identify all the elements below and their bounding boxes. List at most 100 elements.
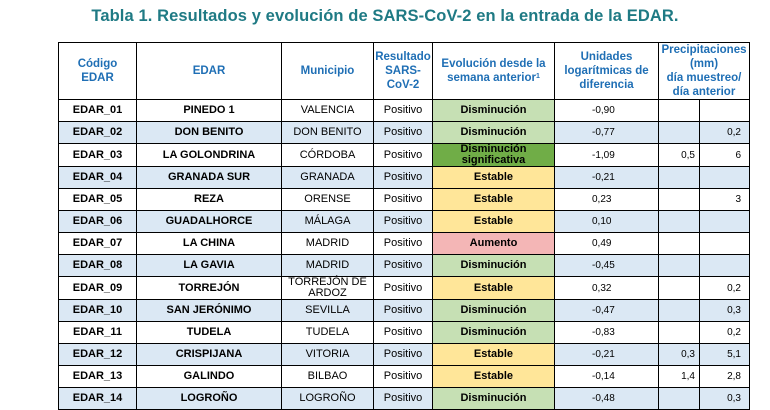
cell-precip-dia-muestreo (658, 254, 700, 277)
cell-precip-dia-muestreo (658, 387, 700, 410)
cell-codigo: EDAR_04 (58, 166, 137, 189)
cell-evolucion: Disminución (432, 99, 555, 122)
header-unidades-line2: logarítmicas de (564, 65, 649, 77)
cell-precip-dia-muestreo (658, 299, 700, 322)
header-precip-line4: día anterior (672, 86, 736, 98)
cell-edar: REZA (136, 188, 282, 211)
cell-unidades: 0,23 (554, 188, 659, 211)
cell-precip-dia-anterior: 0,2 (699, 276, 750, 300)
cell-precip-dia-muestreo (658, 188, 700, 211)
cell-codigo: EDAR_01 (58, 99, 137, 122)
cell-precip-dia-anterior: 0,3 (699, 299, 750, 322)
cell-municipio: MADRID (281, 254, 374, 277)
header-unidades-line3: diferencia (579, 79, 634, 91)
cell-precip-dia-anterior (699, 166, 750, 189)
cell-codigo: EDAR_09 (58, 276, 137, 300)
cell-evolucion: Disminución (432, 299, 555, 322)
cell-edar: SAN JERÓNIMO (136, 299, 282, 322)
header-precipitaciones: Precipitaciones (mm) día muestreo/ día a… (658, 42, 750, 100)
cell-precip-dia-anterior: 3 (699, 188, 750, 211)
cell-codigo: EDAR_05 (58, 188, 137, 211)
cell-codigo: EDAR_08 (58, 254, 137, 277)
table-row: EDAR_10 SAN JERÓNIMO SEVILLA Positivo Dismin… (58, 299, 750, 322)
header-resultado: Resultado SARS- CoV-2 (373, 42, 433, 100)
table-title: Tabla 1. Resultados y evolución de SARS-… (91, 7, 679, 25)
cell-evolucion: Estable (432, 276, 555, 300)
cell-evolucion: Disminución significativa (432, 143, 555, 167)
cell-precip-dia-anterior: 0,3 (699, 387, 750, 410)
header-evolucion-footnote: 1 (535, 73, 540, 80)
cell-codigo: EDAR_02 (58, 121, 137, 144)
cell-evolucion: Estable (432, 343, 555, 366)
cell-resultado: Positivo (373, 321, 433, 344)
header-precip-line1: Precipitaciones (661, 44, 747, 56)
cell-precip-dia-anterior (699, 232, 750, 255)
cell-resultado: Positivo (373, 365, 433, 388)
cell-municipio: LOGROÑO (281, 387, 374, 410)
cell-evolucion: Estable (432, 210, 555, 233)
cell-edar: CRISPIJANA (136, 343, 282, 366)
cell-resultado: Positivo (373, 210, 433, 233)
cell-precip-dia-muestreo (658, 232, 700, 255)
table-row: EDAR_12 CRISPIJANA VITORIA Positivo Estable -… (58, 343, 750, 366)
table-row: EDAR_14 LOGROÑO LOGROÑO Positivo Disminución… (58, 387, 750, 410)
table-row: EDAR_07 LA CHINA MADRID Positivo Aumento 0,49 (58, 232, 750, 255)
cell-unidades: -0,47 (554, 299, 659, 322)
cell-precip-dia-muestreo (658, 321, 700, 344)
cell-precip-dia-muestreo (658, 121, 700, 144)
cell-codigo: EDAR_12 (58, 343, 137, 366)
table-row: EDAR_06 GUADALHORCE MÁLAGA Positivo Estable 0… (58, 210, 750, 233)
header-precip-line2: (mm) (689, 58, 719, 70)
header-evolucion-line2: semana anterior (447, 72, 536, 84)
cell-municipio: MADRID (281, 232, 374, 255)
cell-precip-dia-muestreo (658, 99, 700, 122)
cell-unidades: -0,77 (554, 121, 659, 144)
cell-codigo: EDAR_11 (58, 321, 137, 344)
cell-precip-dia-anterior (699, 210, 750, 233)
table-row: EDAR_05 REZA ORENSE Positivo Estable 0,23 3 (58, 188, 750, 211)
cell-codigo: EDAR_10 (58, 299, 137, 322)
cell-unidades: 0,49 (554, 232, 659, 255)
cell-precip-dia-anterior: 5,1 (699, 343, 750, 366)
cell-edar: GRANADA SUR (136, 166, 282, 189)
cell-municipio: MÁLAGA (281, 210, 374, 233)
cell-precip-dia-anterior: 2,8 (699, 365, 750, 388)
cell-codigo: EDAR_03 (58, 143, 137, 167)
cell-municipio: TUDELA (281, 321, 374, 344)
cell-unidades: -0,21 (554, 166, 659, 189)
cell-precip-dia-anterior: 0,2 (699, 321, 750, 344)
cell-municipio: BILBAO (281, 365, 374, 388)
header-codigo-line2: EDAR (81, 72, 114, 84)
table-row: EDAR_03 LA GOLONDRINA CÓRDOBA Positivo Dismi… (58, 143, 750, 167)
header-resultado-line3: CoV-2 (386, 79, 420, 91)
cell-resultado: Positivo (373, 387, 433, 410)
header-unidades-line1: Unidades (580, 51, 633, 63)
header-edar: EDAR (136, 42, 282, 100)
cell-resultado: Positivo (373, 343, 433, 366)
cell-edar: LOGROÑO (136, 387, 282, 410)
cell-unidades: -0,14 (554, 365, 659, 388)
cell-precip-dia-muestreo (658, 210, 700, 233)
header-evolucion: Evolución desde la semana anterior1 (432, 42, 555, 100)
header-evolucion-line1: Evolución desde la (441, 58, 546, 70)
cell-resultado: Positivo (373, 143, 433, 167)
cell-evolucion: Aumento (432, 232, 555, 255)
cell-unidades: 0,10 (554, 210, 659, 233)
header-codigo: Código EDAR (58, 42, 137, 100)
table-row: EDAR_04 GRANADA SUR GRANADA Positivo Estable… (58, 166, 750, 189)
cell-evolucion: Disminución (432, 321, 555, 344)
cell-municipio: VALENCIA (281, 99, 374, 122)
cell-edar: LA GAVIA (136, 254, 282, 277)
cell-precip-dia-muestreo (658, 166, 700, 189)
cell-resultado: Positivo (373, 99, 433, 122)
header-resultado-line2: SARS- (385, 65, 421, 77)
cell-edar: PINEDO 1 (136, 99, 282, 122)
table-row: EDAR_01 PINEDO 1 VALENCIA Positivo Disminuci… (58, 99, 750, 122)
cell-precip-dia-anterior (699, 99, 750, 122)
cell-codigo: EDAR_06 (58, 210, 137, 233)
cell-precip-dia-anterior: 6 (699, 143, 750, 167)
header-evolucion-line2-wrap: semana anterior1 (433, 71, 554, 85)
cell-resultado: Positivo (373, 276, 433, 300)
cell-precip-dia-anterior: 0,2 (699, 121, 750, 144)
table-body: EDAR_01 PINEDO 1 VALENCIA Positivo Disminuci… (58, 99, 750, 410)
